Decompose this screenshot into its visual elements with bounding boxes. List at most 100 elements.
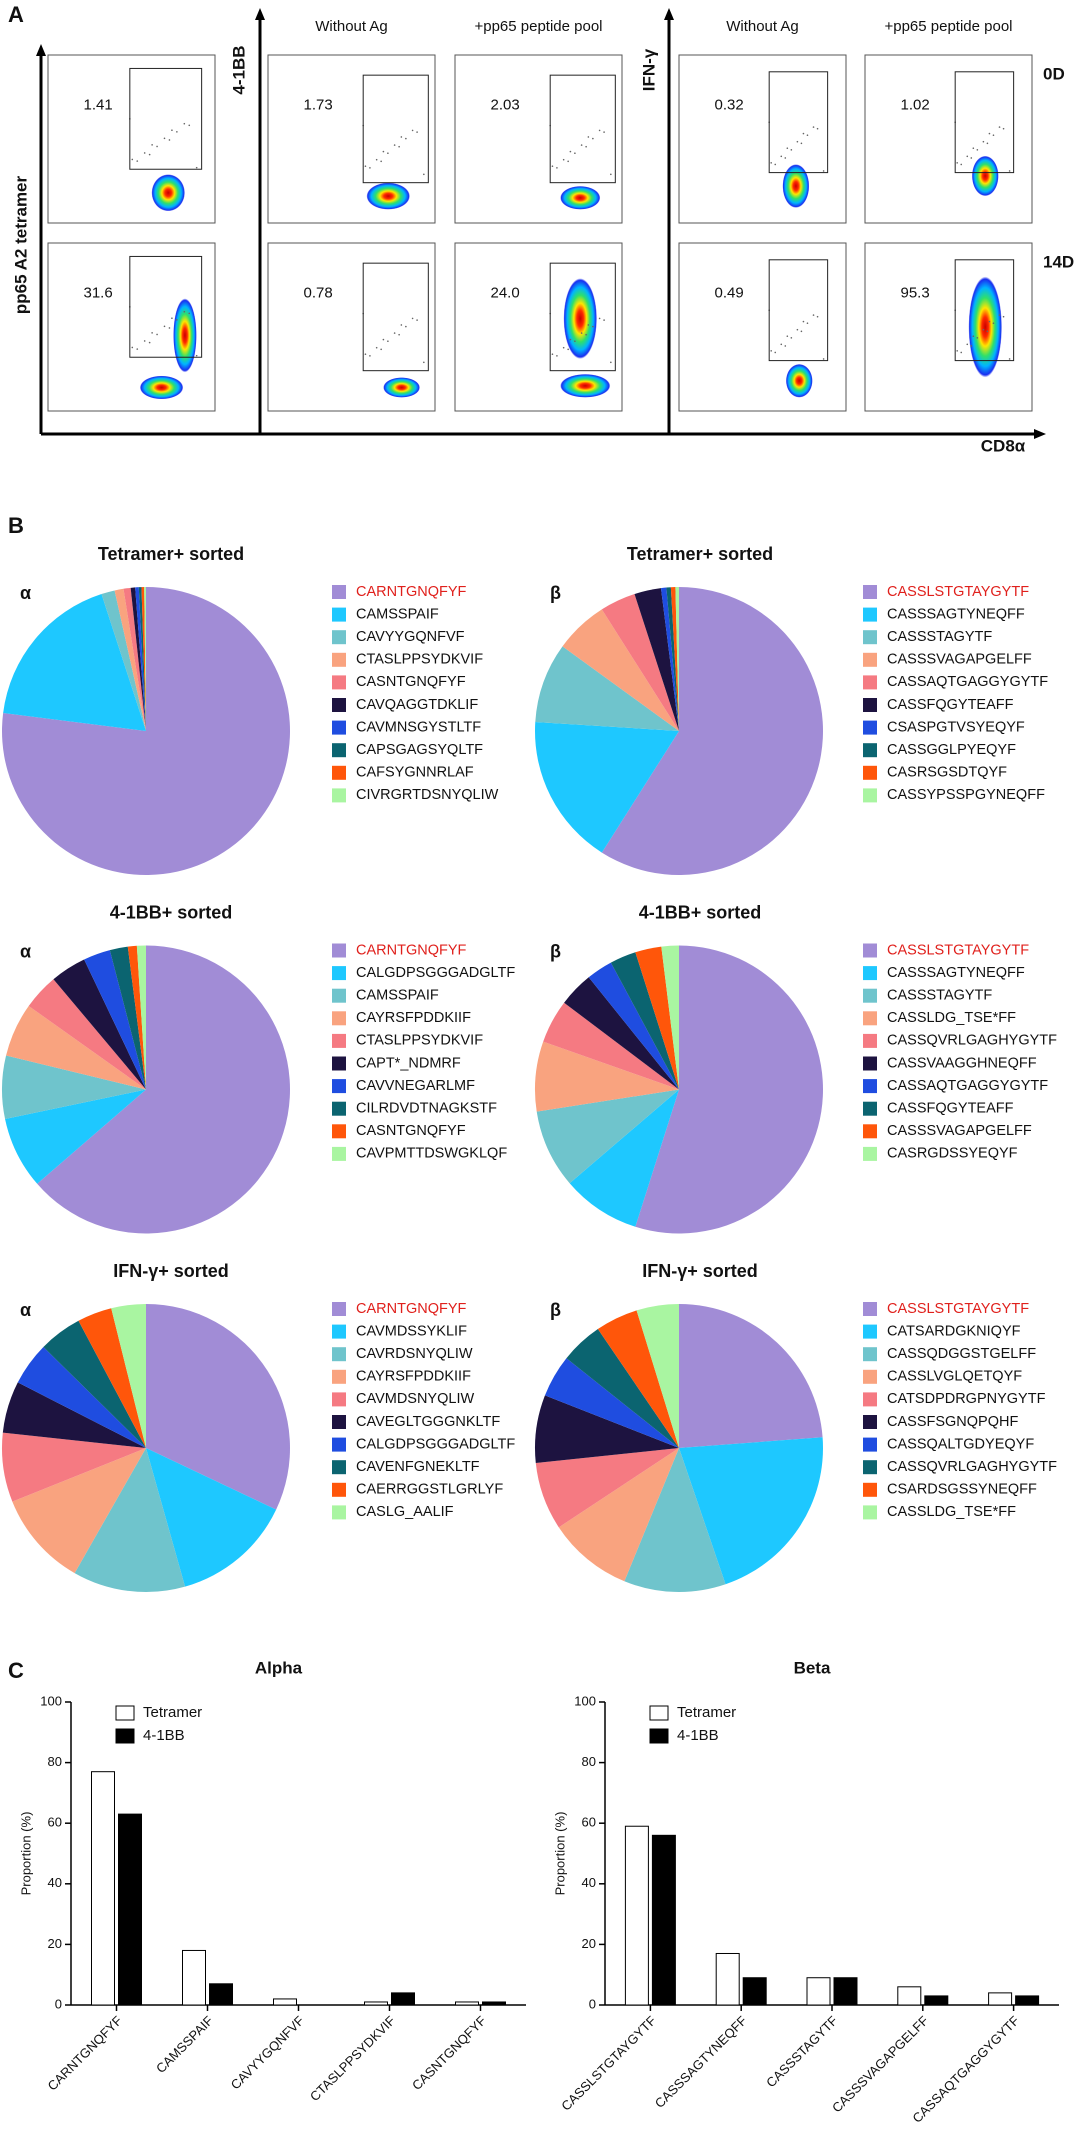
legend-label: 4-1BB [677,1727,719,1744]
legend-swatch [863,1101,877,1116]
event-dot [148,153,151,156]
event-dot [574,152,576,154]
pie-slice [535,646,679,731]
pie-slice [543,1002,679,1090]
y-tick-label: 60 [48,1815,62,1830]
legend-swatch [332,966,346,981]
pie-slice [5,1089,147,1184]
gate-value: 0.49 [714,284,743,301]
legend-swatch [863,675,877,690]
event-dot [375,346,378,349]
y-tick-label: 60 [582,1815,596,1830]
event-dot [156,145,158,148]
legend-label: CASSLVGLQETQYF [887,1369,1022,1385]
legend-label: CAPT*_NDMRF [356,1055,461,1071]
gate [768,259,829,362]
event-dot [770,162,772,164]
legend-swatch [863,720,877,735]
legend-label: CASSFSGNQPQHF [887,1414,1018,1430]
chart-title: Alpha [255,1658,303,1677]
legend-label: CARNTGNQFYF [356,584,467,600]
pie-slice [597,1310,679,1448]
x-tick-label: CAMSSPAIF [153,2013,216,2076]
event-dot [382,338,385,341]
legend-swatch [332,1460,346,1475]
legend-label: CSASPGTVSYEQYF [887,719,1025,735]
event-dot [796,140,799,143]
bar [624,1825,649,2006]
y-tick-label: 20 [48,1936,62,1951]
bar [182,1949,206,2006]
event-dot [569,150,572,153]
event-dot [369,167,371,169]
legend-swatch [332,1033,346,1048]
legend-swatch [863,1392,877,1407]
legend-label: CAVMDSNYQLIW [356,1391,474,1407]
event-dot [143,152,146,154]
event-dot [369,355,371,357]
plot-frame [47,54,216,224]
event-dot [405,325,407,328]
pie-slice [6,1005,147,1090]
event-dot [364,165,367,168]
event-dot [1002,127,1005,130]
legend-swatch [863,1324,877,1339]
pie-title: 4-1BB+ sorted [110,902,233,922]
legend-swatch [332,1347,346,1362]
event-dot [780,155,783,158]
pie-slice [74,1448,186,1592]
gate-value: 0.78 [303,284,332,301]
event-dot [796,328,799,331]
event-dot [400,324,403,326]
event-dot [423,173,425,176]
density-blob [971,155,999,197]
legend-swatch [332,585,346,599]
bar [364,2001,388,2006]
legend-label: CAMSSPAIF [356,606,439,622]
event-dot [364,353,367,356]
gate-value: 0.32 [714,96,743,113]
legend-label: CASSLSTGTAYGYTF [887,584,1029,600]
pie-title: IFN-γ+ sorted [642,1261,758,1281]
legend-label: CASSQALTGDYEQYF [887,1436,1034,1452]
legend-label: CAVEGLTGGGNKLTF [356,1414,500,1430]
event-dot [171,317,173,320]
event-dot [784,157,787,159]
pie-slice [566,1329,679,1448]
event-dot [784,345,787,347]
gate [362,74,429,184]
event-dot [802,320,805,323]
legend-label: CAYRSFPDDKIIF [356,1010,471,1026]
legend-swatch [332,1101,346,1116]
legend-swatch [332,1505,346,1520]
chain-label: α [20,1300,31,1320]
legend-swatch [863,988,877,1003]
legend-label: CARNTGNQFYF [356,1301,467,1317]
legend-swatch [863,630,877,645]
legend-swatch [863,1079,877,1094]
event-dot [988,320,991,323]
legend-swatch [332,720,346,735]
pie-slice [679,1304,823,1448]
event-dot [592,325,594,328]
event-dot [822,358,825,360]
legend-swatch [332,1369,346,1384]
legend-swatch [863,1437,877,1452]
legend-swatch [863,1415,877,1429]
legend-label: CATSDPDRGPNYGYTF [887,1391,1046,1407]
legend-swatch [863,1347,877,1362]
legend-label: CASSAQTGAGGYGYTF [887,674,1048,690]
y-tick-label: 0 [55,1996,62,2011]
bar [806,1977,831,2006]
legend-swatch [332,675,346,690]
x-tick-label: CAVYYGQNFVF [228,2013,307,2092]
legend-label: CASSLSTGTAYGYTF [887,942,1029,958]
pie-slice [2,1382,147,1448]
event-dot [183,310,186,313]
legend-label: CALGDPSGGGADGLTF [356,965,515,981]
event-dot [988,132,991,135]
legend-label: CAVYYGQNFVF [356,629,465,645]
legend-swatch [332,765,346,780]
legend-label: CATSARDGKNIQYF [887,1323,1021,1339]
event-dot [176,319,178,321]
